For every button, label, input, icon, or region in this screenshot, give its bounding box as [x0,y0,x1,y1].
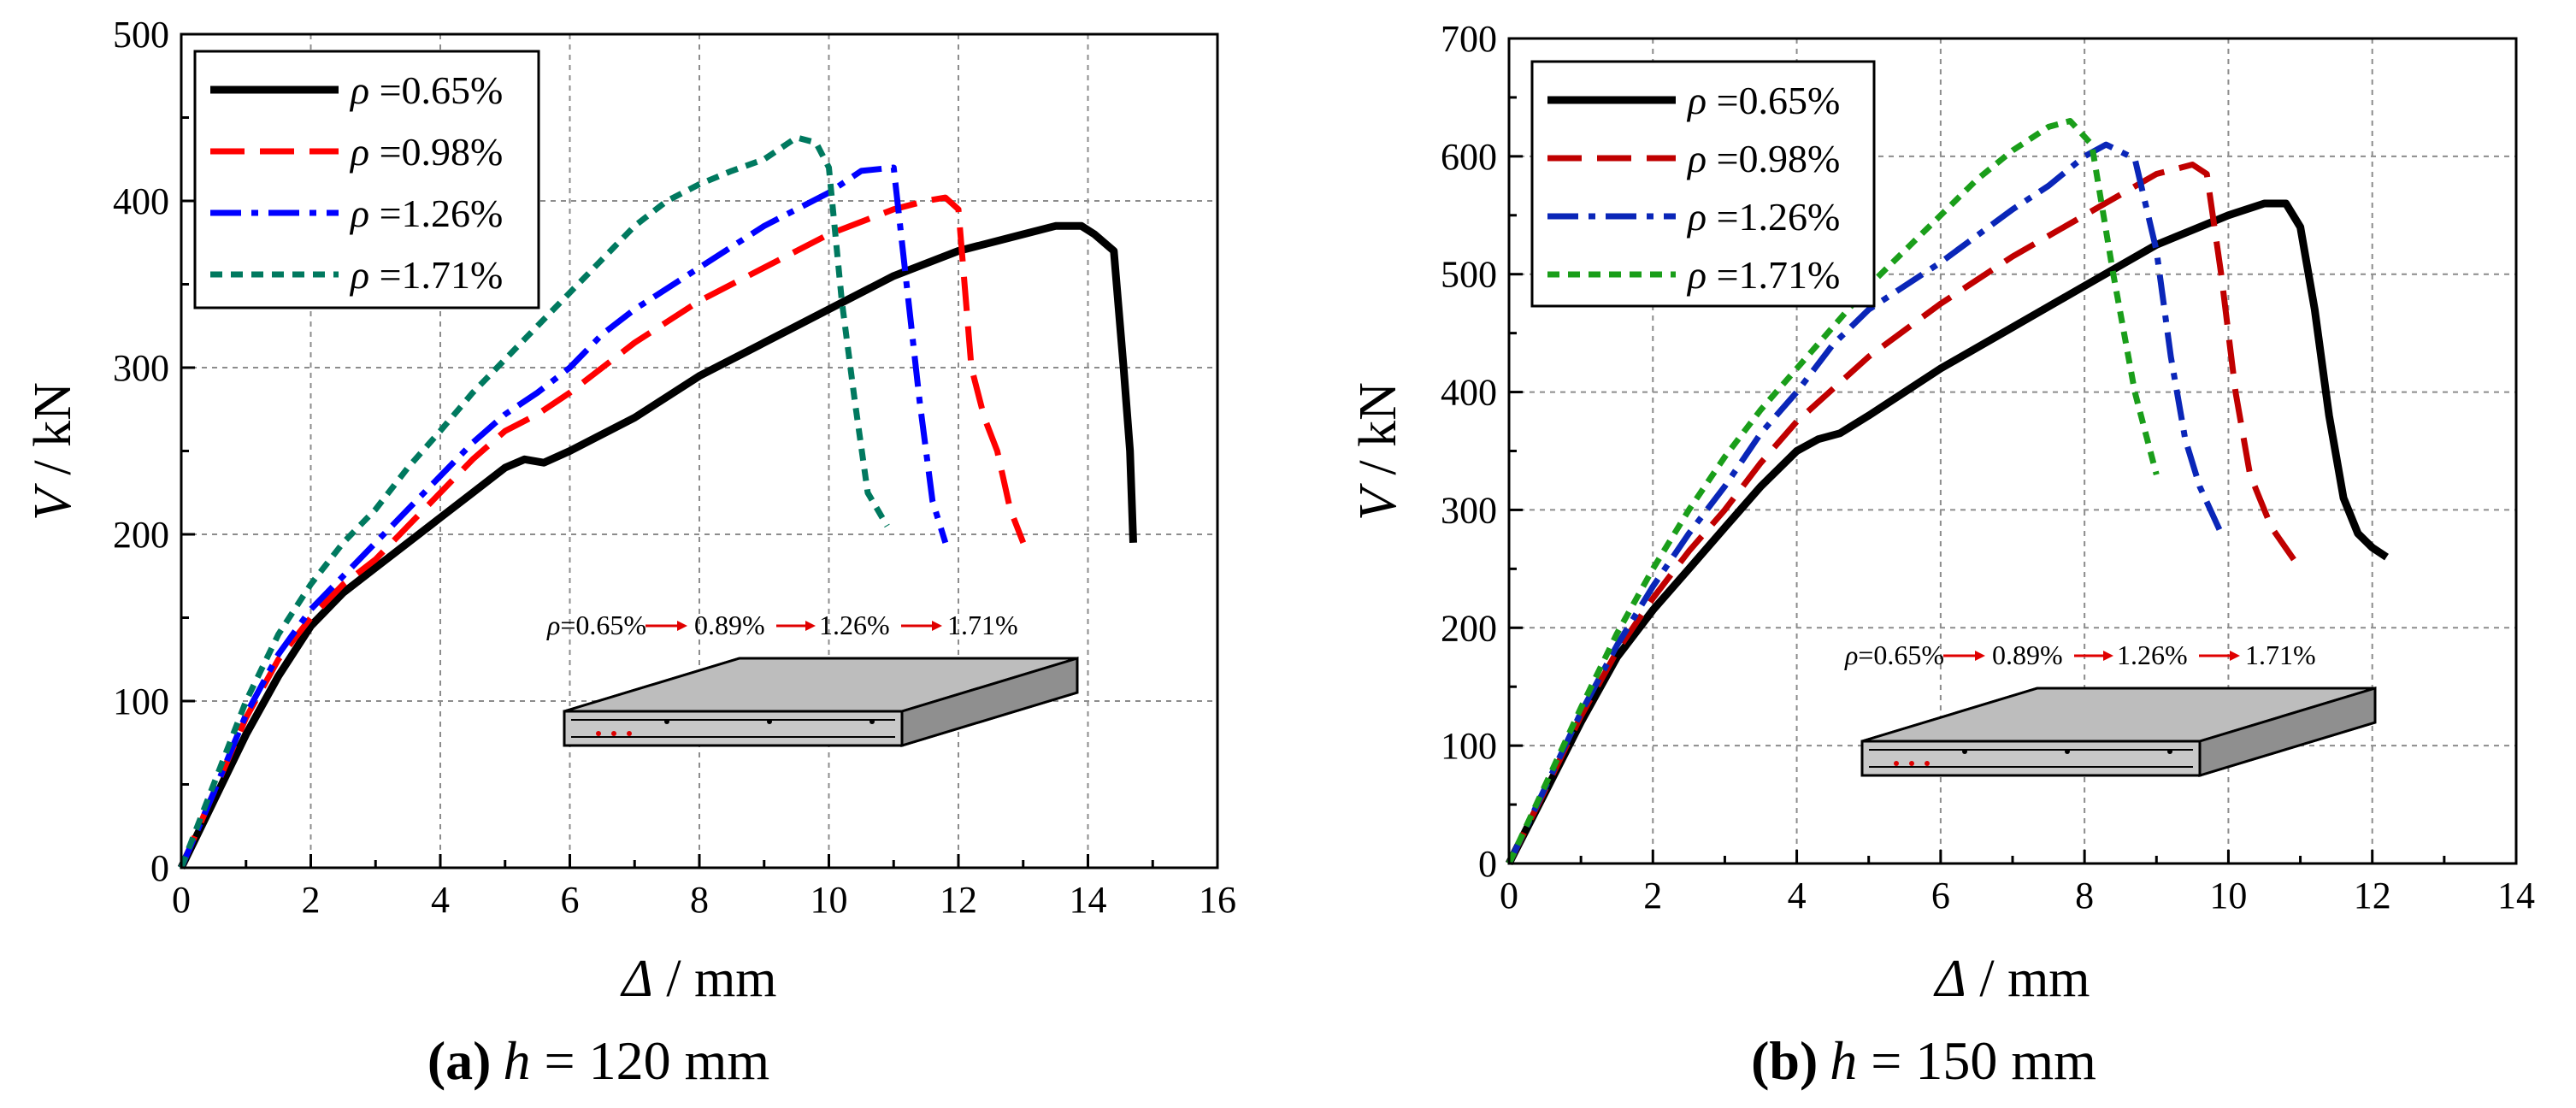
x-tick-label: 16 [1199,879,1236,921]
series-line-3 [1506,141,2225,865]
slab-front-face [563,710,904,747]
x-tick-label: 8 [690,879,709,921]
rebar-dot [1894,761,1899,766]
rebar-dot [869,719,875,724]
y-tick-label: 500 [1441,254,1497,296]
x-tick-label: 2 [1643,875,1662,916]
x-tick-label: 4 [431,879,450,921]
x-tick-label: 0 [1500,875,1518,916]
slab-inset [563,656,1079,748]
slab-front-face [1860,740,2202,777]
legend-box [193,50,540,309]
series-line-1 [1505,199,2389,866]
y-tick-label: 200 [1441,607,1497,649]
inset-value-2: 0.89% [694,610,765,640]
rebar-dot [2167,749,2172,754]
x-tick-label: 6 [1931,875,1950,916]
inset-value-3: 1.26% [819,610,890,640]
legend-label-2: ρ =0.98% [349,130,503,174]
legend-label-2: ρ =0.98% [1686,137,1840,180]
x-tick-label: 2 [302,879,321,921]
legend-label-1: ρ =0.65% [1686,79,1840,122]
axis-ticks: 0 2 4 6 8 10 12 14 16 0 100 200 300 400 500 [113,14,1236,921]
x-tick-label: 6 [561,879,580,921]
rebar-dot [664,719,669,724]
caption-b: (b) h = 150 mm [1751,1030,2096,1091]
x-tick-label: 4 [1788,875,1807,916]
inset-value-4: 1.71% [2245,639,2316,670]
x-axis-title: Δ / mm [619,950,776,1008]
svg-text:ρ=0.65%: ρ=0.65% [1844,639,1944,670]
x-tick-label: 8 [2075,875,2094,916]
rebar-dot [767,719,772,724]
inset-arrows [1943,651,2240,661]
x-tick-label: 14 [2497,875,2535,916]
inset-value-4: 1.71% [947,610,1018,640]
inset-label: ρ=0.65% 0.89% 1.26% 1.71% [546,610,1018,640]
y-tick-label: 500 [113,14,169,56]
y-tick-label: 600 [1441,136,1497,178]
rebar-dot [2065,749,2070,754]
inset-value-2: 0.89% [1992,639,2063,670]
series-line-2 [1506,162,2303,865]
y-tick-label: 400 [113,180,169,222]
legend: ρ =0.65% ρ =0.98% ρ =1.26% ρ =1.71% [1530,60,1876,308]
svg-text:ρ=0.65%: ρ=0.65% [546,610,646,640]
y-tick-label: 300 [1441,489,1497,531]
inset-arrows [645,621,942,631]
series-line-4 [178,134,890,869]
inset-value-1: =0.65% [560,610,646,640]
inset-rho-symbol: ρ [546,610,560,640]
series-line-2 [178,194,1027,869]
legend-label-3: ρ =1.26% [1686,195,1840,239]
rebar-dot [1909,761,1914,766]
chart-panel-b: ρ=0.65% 0.89% 1.26% 1.71% ρ =0.65% ρ =0.9… [1349,18,2535,1091]
inset-value-1: =0.65% [1858,639,1944,670]
rebar-dot [1962,749,1967,754]
inset-rho-symbol: ρ [1844,639,1858,670]
y-tick-label: 100 [1441,725,1497,767]
legend-label-1: ρ =0.65% [349,68,503,112]
y-tick-label: 200 [113,514,169,556]
x-tick-label: 0 [172,879,191,921]
rebar-dot [611,731,616,736]
axis-ticks: 0 2 4 6 8 10 12 14 0 100 200 300 400 500 600 700 [1441,18,2535,916]
caption-a: (a) h = 120 mm [427,1030,769,1091]
rebar-dot [627,731,632,736]
legend-label-4: ρ =1.71% [1686,253,1840,297]
y-axis-title: V / kN [1349,382,1407,521]
legend-label-4: ρ =1.71% [349,253,503,297]
series-line-1 [177,221,1137,869]
x-tick-label: 10 [2209,875,2247,916]
x-tick-label: 10 [811,879,848,921]
series-line-3 [178,164,949,869]
rebar-dot [596,731,601,736]
y-tick-label: 300 [113,347,169,389]
series-group [177,134,1137,869]
slab-inset [1860,686,2377,778]
x-axis-title: Δ / mm [1932,950,2090,1008]
y-axis-title: V / kN [24,382,82,521]
chart-panel-a: ρ=0.65% 0.89% 1.26% 1.71% ρ =0.65% ρ =0.9… [24,14,1236,1091]
x-tick-label: 14 [1070,879,1107,921]
inset-label: ρ=0.65% 0.89% 1.26% 1.71% [1844,639,2316,670]
y-tick-label: 700 [1441,18,1497,60]
x-tick-label: 12 [940,879,977,921]
y-tick-label: 400 [1441,372,1497,414]
legend: ρ =0.65% ρ =0.98% ρ =1.26% ρ =1.71% [193,50,540,309]
y-tick-label: 0 [1478,843,1497,885]
y-tick-label: 0 [150,847,169,889]
legend-label-3: ρ =1.26% [349,192,503,235]
y-tick-label: 100 [113,681,169,722]
rebar-dot [1925,761,1930,766]
inset-value-3: 1.26% [2117,639,2188,670]
x-tick-label: 12 [2354,875,2391,916]
